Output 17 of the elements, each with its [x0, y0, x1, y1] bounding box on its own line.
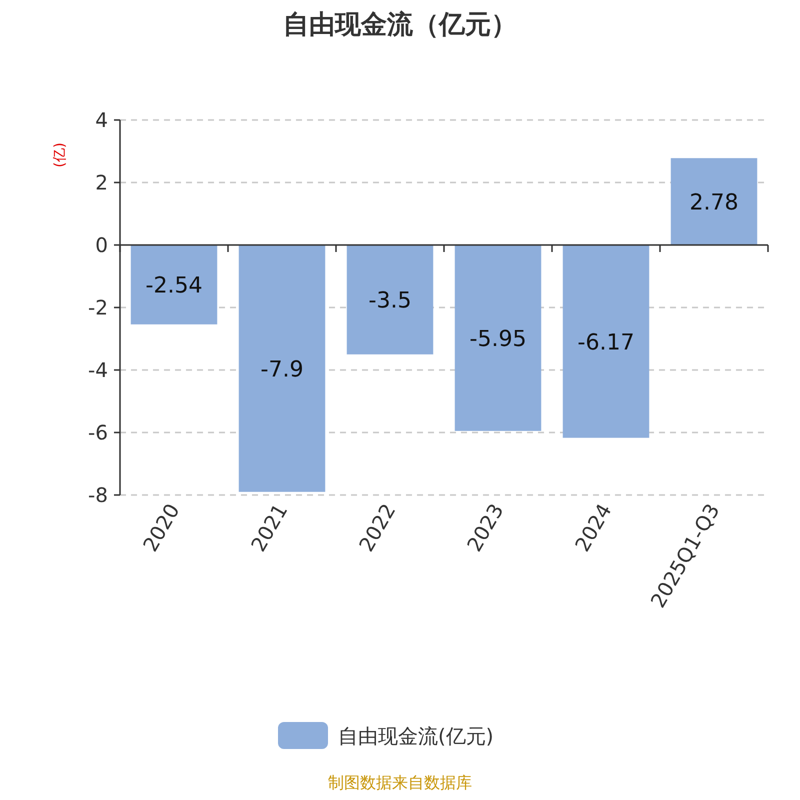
y-tick-label: 4: [95, 108, 108, 132]
y-tick-label: 0: [95, 233, 108, 257]
y-tick-label: 2: [95, 170, 108, 194]
data-label: -3.5: [368, 288, 412, 314]
y-axis-title: (亿): [52, 142, 68, 168]
data-label: 2.78: [690, 190, 738, 216]
legend-label: 自由现金流(亿元): [338, 724, 494, 748]
y-tick-label: -6: [88, 420, 108, 444]
data-label: -6.17: [578, 330, 634, 356]
text: 制图数据来自数据库: [328, 773, 472, 792]
y-tick-label: -4: [88, 358, 108, 382]
y-tick-label: -2: [88, 296, 108, 320]
y-tick-label: -8: [88, 483, 108, 507]
data-label: -7.9: [260, 357, 304, 382]
data-label: -2.54: [146, 274, 202, 299]
chart-title: 自由现金流（亿元）: [283, 10, 517, 40]
data-label: -5.95: [470, 326, 526, 352]
